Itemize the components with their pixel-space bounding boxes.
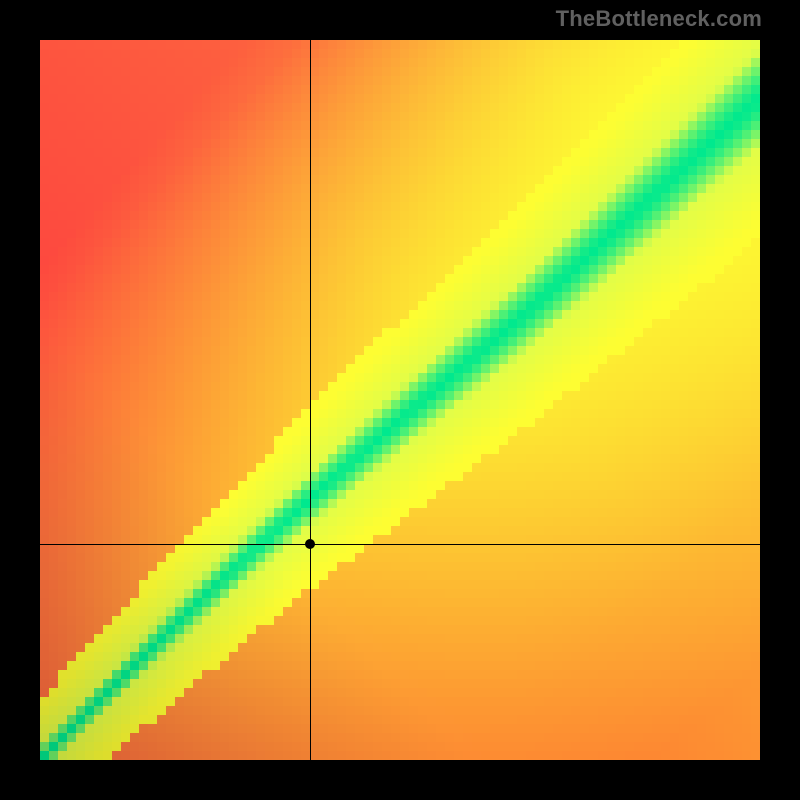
- crosshair-horizontal: [40, 544, 760, 545]
- plot-area: [40, 40, 760, 760]
- watermark: TheBottleneck.com: [556, 6, 762, 32]
- crosshair-vertical: [310, 40, 311, 760]
- crosshair-marker: [305, 539, 315, 549]
- chart-container: TheBottleneck.com: [0, 0, 800, 800]
- heatmap-canvas: [40, 40, 760, 760]
